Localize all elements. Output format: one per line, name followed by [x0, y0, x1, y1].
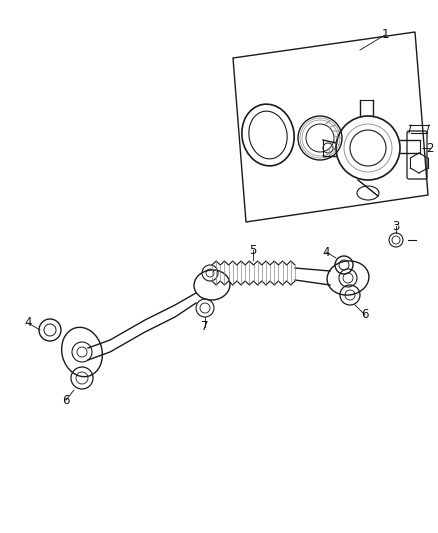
Text: 6: 6 [62, 393, 70, 407]
Text: 4: 4 [24, 317, 32, 329]
Text: 4: 4 [322, 246, 330, 259]
Text: 6: 6 [361, 309, 369, 321]
Text: 3: 3 [392, 220, 400, 232]
Text: 2: 2 [426, 141, 434, 155]
Text: 5: 5 [249, 244, 257, 256]
Text: 7: 7 [201, 320, 209, 334]
Text: 1: 1 [381, 28, 389, 42]
